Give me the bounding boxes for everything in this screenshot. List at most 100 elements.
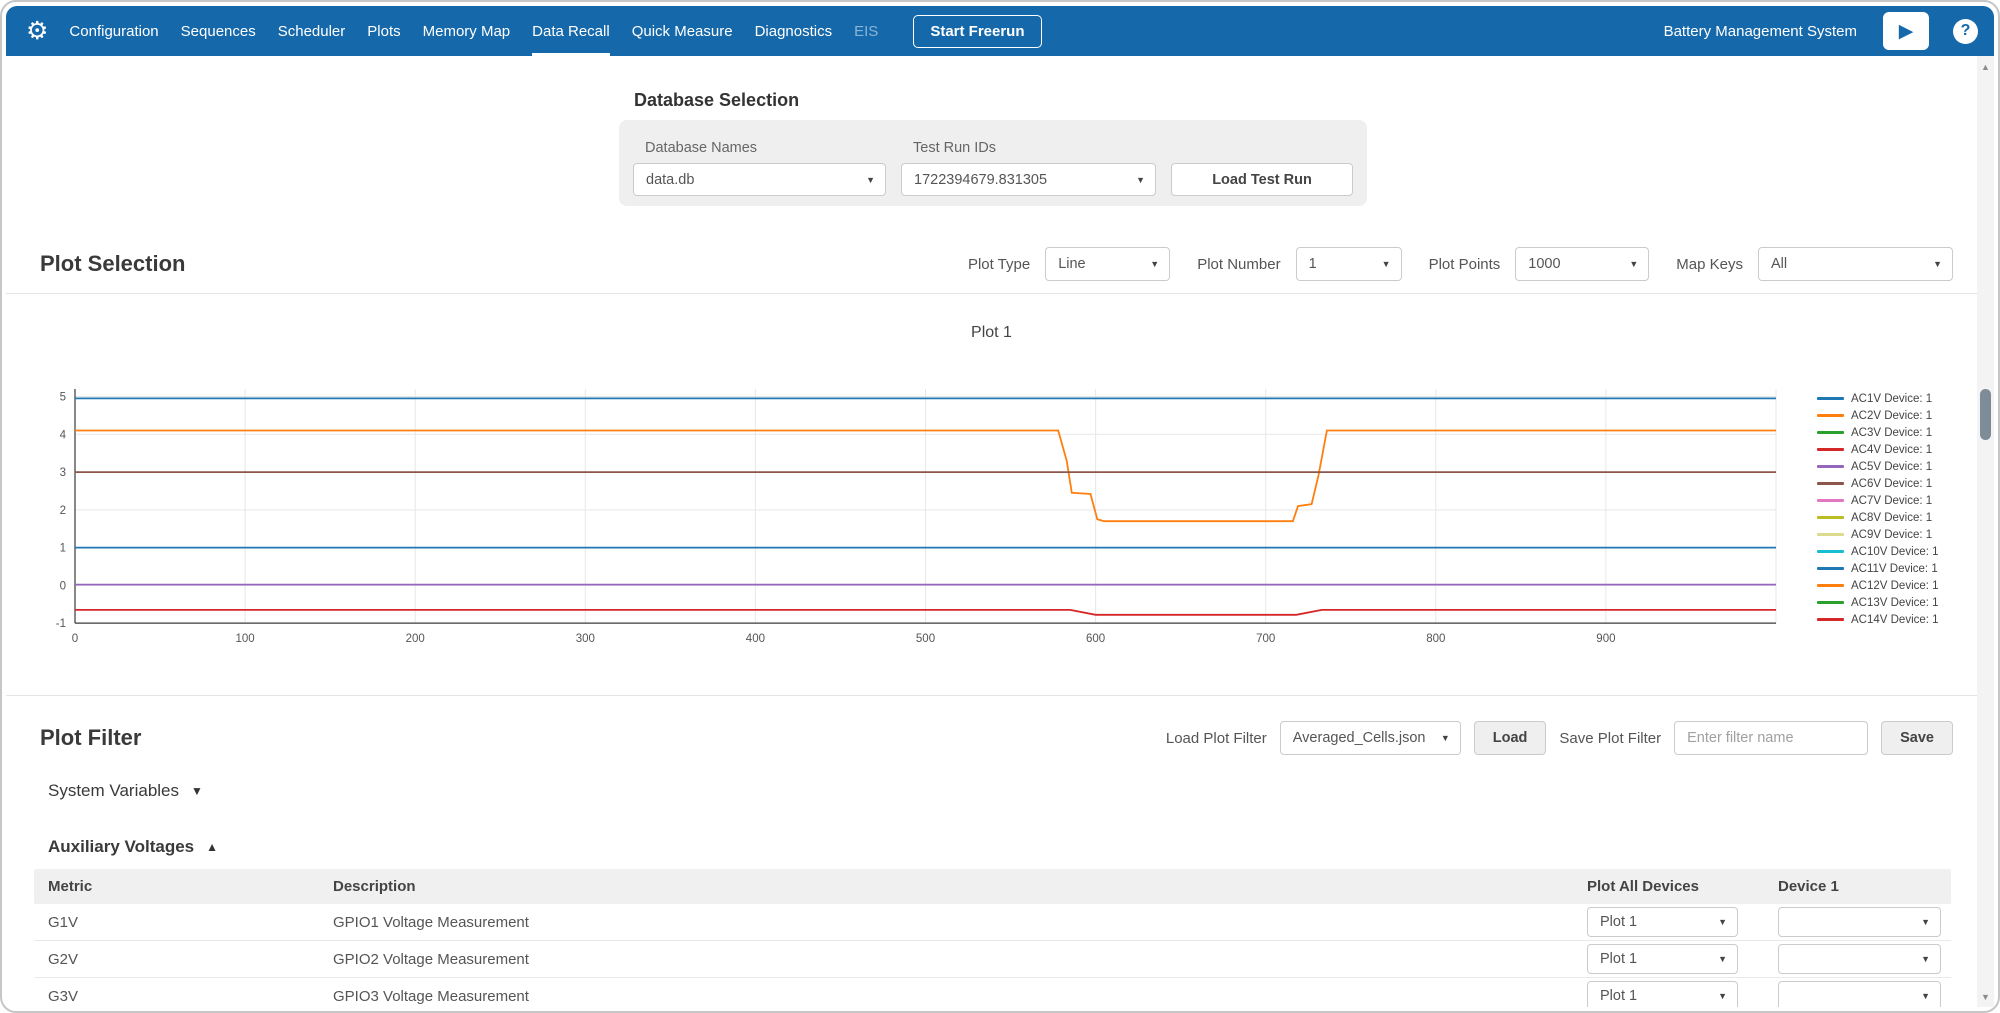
app-window: ⚙ Configuration Sequences Scheduler Plots Me… (0, 0, 2000, 1013)
nav-item-configuration[interactable]: Configuration (69, 6, 158, 56)
legend-swatch (1817, 414, 1844, 417)
device1-select-g3v[interactable]: ▼ (1778, 981, 1941, 1007)
map-keys-select[interactable]: All▼ (1758, 247, 1953, 281)
legend-swatch (1817, 533, 1844, 536)
legend-label: AC4V Device: 1 (1851, 444, 1932, 456)
map-keys-select-value: All (1771, 256, 1925, 272)
plot-all-select-g3v[interactable]: Plot 1▼ (1587, 981, 1738, 1007)
plot-selection-controls: Plot Type Line▼ Plot Number1▼ Plot Points 10… (954, 247, 1953, 281)
plot-points-label: Plot Points (1429, 256, 1501, 273)
plot-number-select[interactable]: 1▼ (1296, 247, 1402, 281)
chevron-down-icon: ▼ (1921, 991, 1930, 1001)
chevron-down-icon: ▼ (1718, 991, 1727, 1001)
group-auxiliary-voltages[interactable]: Auxiliary Voltages▲ (48, 836, 218, 858)
start-freerun-button[interactable]: Start Freerun (913, 15, 1041, 48)
nav-item-eis[interactable]: EIS (854, 6, 878, 56)
database-selection-title: Database Selection (634, 90, 799, 111)
plot-all-select-g2v[interactable]: Plot 1▼ (1587, 944, 1738, 974)
plot-all-select-g1v[interactable]: Plot 1▼ (1587, 907, 1738, 937)
navbar: ⚙ Configuration Sequences Scheduler Plots Me… (6, 6, 1994, 56)
column-header-metric: Metric (34, 878, 319, 895)
legend-label: AC3V Device: 1 (1851, 427, 1932, 439)
plot-number-select-value: 1 (1309, 256, 1374, 272)
plot-type-label: Plot Type (968, 256, 1030, 273)
legend-swatch (1817, 431, 1844, 434)
chevron-down-icon: ▼ (1136, 175, 1145, 185)
plot-type-select[interactable]: Line▼ (1045, 247, 1170, 281)
legend-item-ac8v[interactable]: AC8V Device: 1 (1817, 509, 1939, 526)
nav-item-quick-measure[interactable]: Quick Measure (632, 6, 733, 56)
legend-label: AC12V Device: 1 (1851, 580, 1939, 592)
legend-item-ac11v[interactable]: AC11V Device: 1 (1817, 560, 1939, 577)
table-row: G3VGPIO3 Voltage MeasurementPlot 1▼▼ (34, 978, 1951, 1007)
save-button[interactable]: Save (1881, 721, 1953, 755)
save-plot-filter-label: Save Plot Filter (1559, 730, 1661, 747)
nav-item-sequences[interactable]: Sequences (181, 6, 256, 56)
legend-item-ac10v[interactable]: AC10V Device: 1 (1817, 543, 1939, 560)
description-cell: GPIO2 Voltage Measurement (319, 951, 1573, 968)
load-button[interactable]: Load (1474, 721, 1547, 755)
help-button[interactable]: ? (1953, 19, 1978, 44)
legend-label: AC11V Device: 1 (1851, 563, 1938, 575)
expand-icon: ▼ (191, 784, 203, 798)
nav-item-data-recall[interactable]: Data Recall (532, 6, 610, 56)
legend-label: AC7V Device: 1 (1851, 495, 1932, 507)
plot-filter-controls: Load Plot Filter Averaged_Cells.json ▼ L… (1166, 721, 1953, 755)
help-icon: ? (1961, 22, 1971, 40)
plot-title: Plot 1 (6, 324, 1977, 342)
scroll-thumb[interactable] (1980, 389, 1991, 440)
scroll-up-icon[interactable]: ▲ (1977, 58, 1994, 75)
test-run-ids-field: Test Run IDs 1722394679.831305 ▼ (901, 140, 1156, 196)
main-content: Database Selection Database Names data.d… (6, 56, 1994, 1007)
control-plot-number: Plot Number1▼ (1197, 247, 1401, 281)
control-plot-points: Plot Points 1000▼ (1429, 247, 1650, 281)
legend-swatch (1817, 601, 1844, 604)
x-tick-label: 600 (1086, 633, 1105, 645)
nav-item-memory-map[interactable]: Memory Map (423, 6, 511, 56)
nav-items: Configuration Sequences Scheduler Plots Memo… (58, 6, 889, 56)
test-run-ids-value: 1722394679.831305 (914, 172, 1128, 188)
test-run-ids-select[interactable]: 1722394679.831305 ▼ (901, 163, 1156, 196)
chevron-down-icon: ▼ (1629, 259, 1638, 269)
legend-swatch (1817, 618, 1844, 621)
legend-item-ac7v[interactable]: AC7V Device: 1 (1817, 492, 1939, 509)
y-tick-label: 2 (60, 505, 66, 517)
nav-right: Battery Management System ▶ ? (1664, 6, 1978, 56)
device1-select-g2v[interactable]: ▼ (1778, 944, 1941, 974)
chart-canvas[interactable]: 0100200300400500600700800900-1012345 (6, 356, 1977, 651)
x-tick-label: 500 (916, 633, 935, 645)
scrollbar[interactable]: ▲ ▼ (1977, 56, 1994, 1007)
plot-all-cell: Plot 1▼ (1573, 981, 1764, 1007)
y-tick-label: 3 (60, 467, 66, 479)
load-filter-select[interactable]: Averaged_Cells.json ▼ (1280, 721, 1461, 755)
plot-filter-title: Plot Filter (40, 725, 141, 751)
legend-item-ac13v[interactable]: AC13V Device: 1 (1817, 594, 1939, 611)
run-button[interactable]: ▶ (1883, 12, 1929, 50)
column-header-device-1: Device 1 (1764, 878, 1951, 895)
legend-item-ac4v[interactable]: AC4V Device: 1 (1817, 441, 1939, 458)
group-system-variables[interactable]: System Variables▼ (48, 780, 218, 802)
filter-name-input[interactable] (1674, 721, 1868, 755)
database-names-select[interactable]: data.db ▼ (633, 163, 886, 196)
description-cell: GPIO3 Voltage Measurement (319, 988, 1573, 1005)
legend-item-ac1v[interactable]: AC1V Device: 1 (1817, 390, 1939, 407)
legend-item-ac5v[interactable]: AC5V Device: 1 (1817, 458, 1939, 475)
table-row: G1VGPIO1 Voltage MeasurementPlot 1▼▼ (34, 904, 1951, 941)
load-test-run-button[interactable]: Load Test Run (1171, 163, 1353, 196)
plot-filter-bar: Plot Filter Load Plot Filter Averaged_Ce… (40, 716, 1953, 760)
legend-item-ac9v[interactable]: AC9V Device: 1 (1817, 526, 1939, 543)
nav-item-scheduler[interactable]: Scheduler (278, 6, 346, 56)
scroll-down-icon[interactable]: ▼ (1977, 988, 1994, 1005)
nav-item-diagnostics[interactable]: Diagnostics (755, 6, 833, 56)
x-tick-label: 900 (1596, 633, 1615, 645)
legend-item-ac6v[interactable]: AC6V Device: 1 (1817, 475, 1939, 492)
device1-select-g1v[interactable]: ▼ (1778, 907, 1941, 937)
legend-item-ac2v[interactable]: AC2V Device: 1 (1817, 407, 1939, 424)
legend-label: AC9V Device: 1 (1851, 529, 1932, 541)
plot-points-select[interactable]: 1000▼ (1515, 247, 1649, 281)
gear-icon[interactable]: ⚙ (26, 19, 48, 44)
legend-item-ac3v[interactable]: AC3V Device: 1 (1817, 424, 1939, 441)
legend-item-ac12v[interactable]: AC12V Device: 1 (1817, 577, 1939, 594)
legend-item-ac14v[interactable]: AC14V Device: 1 (1817, 611, 1939, 628)
nav-item-plots[interactable]: Plots (367, 6, 400, 56)
